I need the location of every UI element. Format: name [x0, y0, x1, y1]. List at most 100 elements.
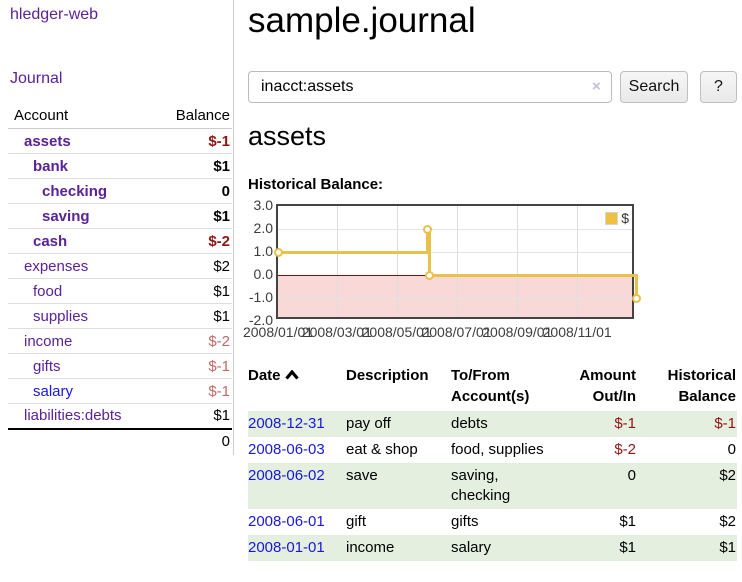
data-point-marker — [424, 270, 434, 280]
negative-region — [278, 275, 632, 317]
horizontal-gridline — [278, 229, 632, 230]
register-table: Date Description To/From Account(s) Amoun… — [248, 363, 737, 561]
account-row: salary $-1 — [8, 378, 232, 404]
data-point-marker — [422, 224, 432, 234]
transaction-date-link[interactable]: 2008-01-01 — [248, 539, 325, 556]
transaction-balance: 0 — [727, 441, 736, 458]
transaction-description: eat & shop — [346, 441, 418, 458]
transaction-amount: $-1 — [556, 411, 637, 437]
transaction-balance: $2 — [637, 463, 737, 509]
account-balance: $1 — [213, 307, 230, 325]
register-header-row: Date Description To/From Account(s) Amoun… — [248, 363, 737, 411]
legend-swatch — [605, 211, 619, 225]
account-link[interactable]: assets — [24, 132, 71, 150]
account-link[interactable]: food — [33, 282, 63, 300]
accounts-table-body: assets $-1 bank $1 checking 0 saving $1 … — [8, 128, 232, 454]
column-header-balance[interactable]: Historical Balance — [667, 367, 736, 405]
sort-ascending-icon — [284, 369, 299, 380]
account-link[interactable]: income — [24, 332, 73, 350]
account-balance: $2 — [213, 257, 230, 275]
accounts-header-account: Account — [8, 103, 154, 129]
transaction-accounts: gifts — [451, 513, 479, 530]
account-link[interactable]: salary — [33, 382, 74, 400]
column-header-amount[interactable]: Amount Out/In — [579, 367, 636, 405]
x-axis-tick-label: 2008/01/01 — [242, 324, 314, 340]
account-row: bank $1 — [8, 153, 232, 179]
account-row: assets $-1 — [8, 128, 232, 154]
chart-title: Historical Balance: — [248, 176, 384, 193]
account-link[interactable]: checking — [42, 182, 108, 200]
y-axis-tick-label: 2.0 — [253, 220, 273, 236]
account-link[interactable]: cash — [33, 232, 68, 250]
transaction-balance: $1 — [637, 535, 737, 561]
account-link[interactable]: supplies — [33, 307, 89, 325]
transaction-row: 2008-01-01 income salary $1 $1 — [248, 535, 737, 561]
x-axis-tick-label: 2008/05/01 — [361, 324, 432, 340]
help-button[interactable]: ? — [700, 71, 737, 103]
line-segment — [634, 273, 638, 300]
line-segment — [427, 227, 431, 277]
transaction-row: 2008-12-31 pay off debts $-1 $-1 — [248, 411, 737, 437]
account-row: expenses $2 — [8, 253, 232, 279]
account-link[interactable]: gifts — [33, 357, 61, 375]
account-balance: $1 — [213, 207, 230, 225]
transaction-date-link[interactable]: 2008-06-01 — [248, 513, 325, 530]
transaction-amount: $-2 — [614, 441, 636, 458]
transaction-amount: 0 — [556, 463, 637, 509]
vertical-gridline — [457, 206, 458, 317]
transaction-balance: $2 — [719, 513, 736, 530]
legend-label: $ — [621, 210, 629, 226]
column-header-accounts[interactable]: To/From Account(s) — [451, 367, 530, 405]
account-balance: $-2 — [208, 232, 230, 250]
transaction-date-link[interactable]: 2008-06-03 — [248, 441, 325, 458]
account-row: income $-2 — [8, 328, 232, 354]
transaction-description: gift — [346, 513, 367, 530]
transaction-row: 2008-06-03 eat & shop food, supplies $-2… — [248, 437, 737, 463]
line-segment — [429, 273, 636, 277]
accounts-total: 0 — [153, 427, 232, 454]
y-axis-tick-label: -2.0 — [248, 312, 273, 328]
account-balance: $-1 — [208, 132, 230, 150]
brand-link[interactable]: hledger-web — [10, 6, 99, 23]
x-axis-tick-label: 2008/07/01 — [421, 324, 492, 340]
vertical-gridline — [337, 206, 338, 317]
account-balance: $1 — [213, 282, 230, 300]
transaction-date-link[interactable]: 2008-06-02 — [248, 467, 325, 484]
account-balance: $1 — [213, 407, 230, 425]
transaction-row: 2008-06-01 gift gifts $1 $2 — [248, 509, 737, 535]
sidebar-item-journal[interactable]: Journal — [10, 70, 63, 87]
vertical-gridline — [577, 206, 578, 317]
account-link[interactable]: bank — [33, 157, 69, 175]
transaction-accounts: food, supplies — [451, 441, 544, 458]
account-link[interactable]: liabilities:debts — [24, 407, 122, 425]
transaction-amount: $1 — [619, 513, 636, 530]
column-header-description[interactable]: Description — [346, 367, 429, 384]
account-row: food $1 — [8, 278, 232, 304]
x-axis-tick-label: 2008/03/01 — [301, 324, 372, 340]
vertical-gridline — [517, 206, 518, 317]
column-header-date[interactable]: Date — [248, 363, 346, 411]
transaction-accounts: salary — [451, 535, 556, 561]
historical-balance-chart[interactable]: $ — [273, 204, 641, 319]
account-link[interactable]: expenses — [24, 257, 89, 275]
y-axis-tick-label: 3.0 — [253, 197, 273, 213]
transaction-description: pay off — [346, 411, 451, 437]
account-row: liabilities:debts $1 — [8, 404, 232, 429]
account-row: saving $1 — [8, 203, 232, 229]
transaction-accounts: debts — [451, 411, 556, 437]
account-row: checking 0 — [8, 178, 232, 204]
vertical-gridline — [397, 206, 398, 317]
search-button[interactable]: Search — [620, 71, 688, 103]
clear-search-icon[interactable]: × — [592, 78, 601, 95]
account-balance: $1 — [213, 157, 230, 175]
line-segment — [278, 250, 428, 254]
data-point-marker — [631, 293, 641, 303]
x-axis-tick-label: 2008/09/01 — [482, 324, 553, 340]
search-input[interactable] — [248, 71, 612, 103]
account-link[interactable]: saving — [42, 207, 90, 225]
account-balance: $-1 — [208, 382, 230, 400]
transaction-date-link[interactable]: 2008-12-31 — [248, 415, 325, 432]
accounts-table: Account Balance assets $-1 bank $1 check… — [8, 103, 232, 454]
data-point-marker — [273, 247, 283, 257]
